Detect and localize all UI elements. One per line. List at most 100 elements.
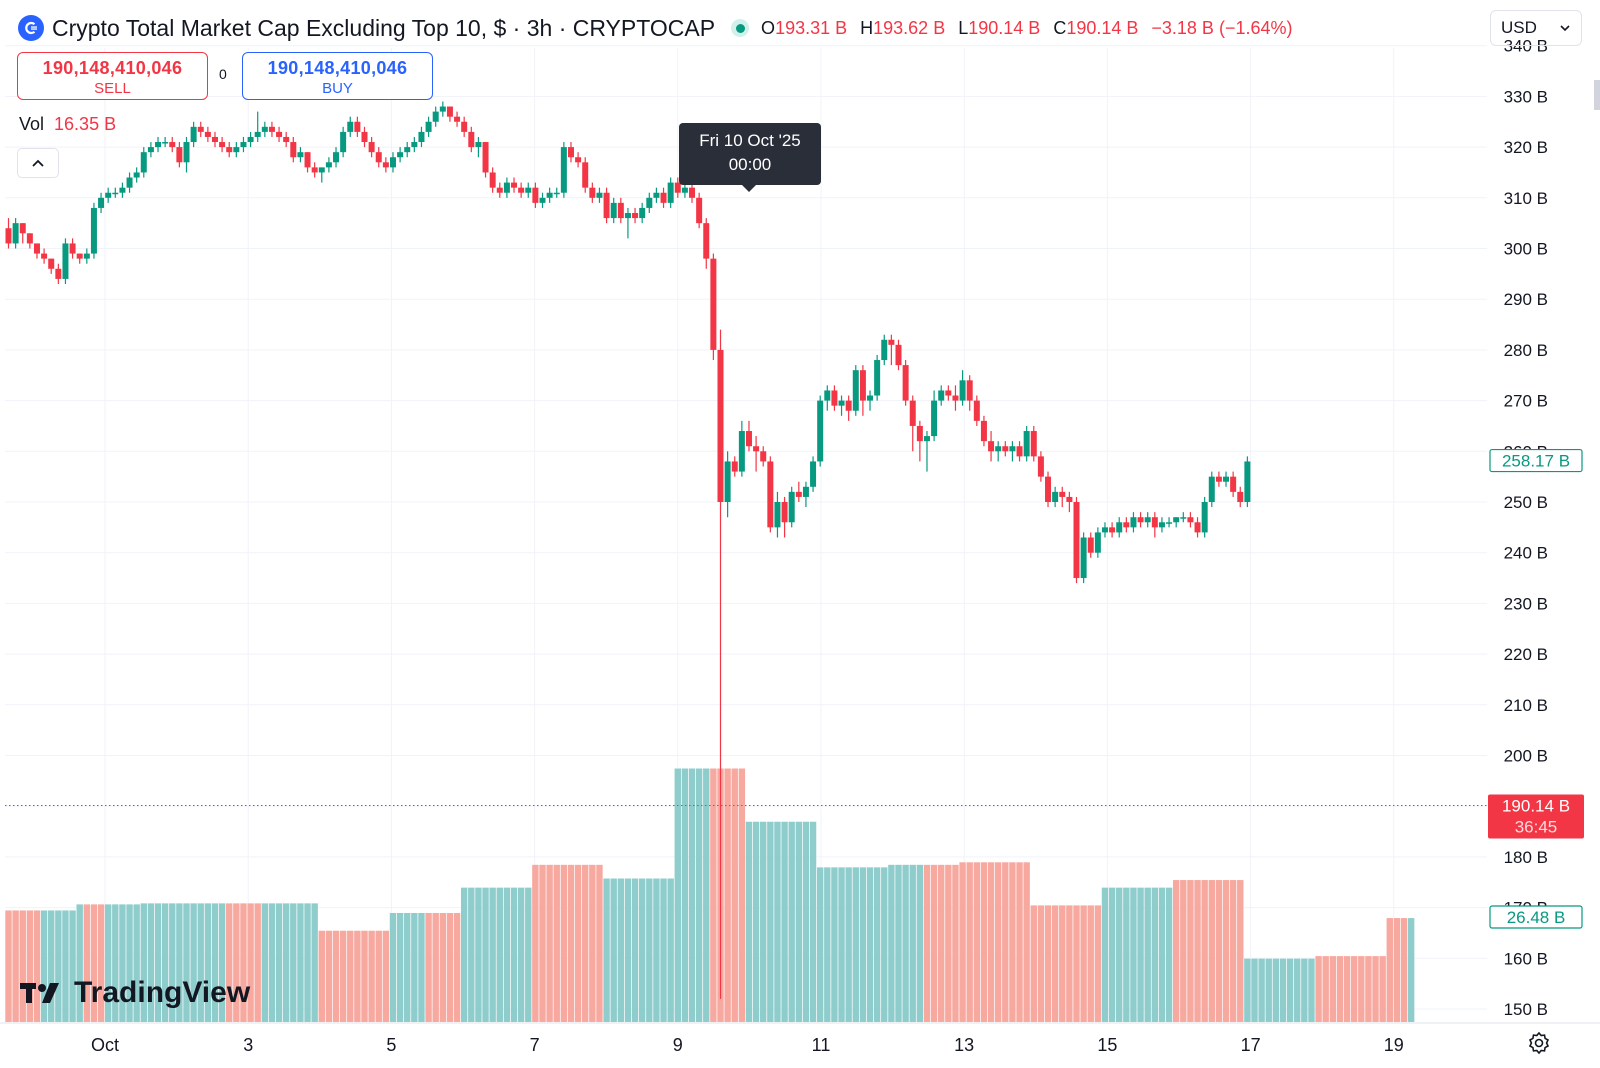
volume-bar (76, 904, 83, 1022)
volume-bar (938, 864, 945, 1022)
volume-bar (1144, 887, 1151, 1022)
candle-body (268, 126, 275, 132)
volume-bar (574, 864, 582, 1022)
volume-value: 16.35 B (54, 114, 117, 134)
tradingview-logo-icon (20, 983, 59, 1003)
volume-bar (980, 862, 988, 1022)
volume-bar (1393, 918, 1401, 1022)
volume-bar (617, 878, 625, 1022)
volume-bar (332, 930, 340, 1022)
volume-bar (831, 867, 838, 1022)
candle-body (190, 126, 197, 143)
candle-body (411, 142, 418, 148)
volume-bar (90, 904, 98, 1022)
collapse-legend-button[interactable] (17, 148, 59, 178)
volume-bar (69, 910, 76, 1022)
price-tick-label: 330 B (1504, 87, 1548, 106)
volume-bar (1123, 887, 1130, 1022)
volume-bar (1208, 880, 1215, 1022)
candle-body (660, 192, 667, 203)
volume-bar (1407, 918, 1415, 1022)
candle-body (176, 147, 183, 163)
volume-bar (240, 903, 247, 1022)
volume-bar (539, 864, 546, 1022)
candle-body (1137, 517, 1144, 523)
currency-select[interactable]: USD (1490, 10, 1582, 46)
candle-body (802, 486, 809, 497)
volume-bar (610, 878, 617, 1022)
volume-bar (1116, 887, 1123, 1022)
candle-body (909, 400, 916, 426)
volume-bar (112, 904, 119, 1022)
candle-body (810, 461, 817, 487)
volume-bar (154, 903, 162, 1022)
volume-legend: Vol 16.35 B (19, 114, 116, 135)
volume-bar (909, 864, 916, 1022)
candle-body (340, 131, 347, 153)
candle-body (354, 121, 361, 132)
candle-body (589, 187, 596, 198)
candle-body (1023, 431, 1030, 457)
candle-body (446, 106, 453, 117)
volume-bar (318, 930, 325, 1022)
volume-bar (802, 821, 810, 1022)
volume-bar (83, 904, 91, 1022)
candle-body (496, 187, 503, 193)
volume-bar (211, 903, 219, 1022)
volume-bar (1151, 887, 1159, 1022)
volume-bar (282, 903, 290, 1022)
volume-bar (1365, 956, 1372, 1022)
candle-body (639, 207, 646, 219)
volume-bar (503, 887, 511, 1022)
price-tick-label: 160 B (1504, 949, 1548, 968)
volume-bar (674, 768, 681, 1022)
volume-bar (567, 864, 575, 1022)
price-tick-label: 310 B (1504, 189, 1548, 208)
volume-bar (254, 903, 261, 1022)
volume-bar (795, 821, 803, 1022)
settings-gear-icon[interactable] (1527, 1031, 1551, 1055)
candle-body (532, 187, 539, 203)
volume-bar (688, 768, 696, 1022)
candle-body (55, 268, 62, 279)
currency-value: USD (1501, 18, 1537, 37)
volume-bar (62, 910, 69, 1022)
volume-series (5, 768, 1415, 1022)
volume-bar (19, 910, 26, 1022)
time-tick-label: 19 (1384, 1035, 1404, 1055)
volume-bar (290, 903, 297, 1022)
volume-bar (695, 768, 703, 1022)
volume-bar (902, 864, 909, 1022)
candle-body (838, 400, 845, 406)
candle-body (1009, 446, 1016, 452)
candle-body (48, 258, 55, 269)
candle-body (916, 425, 923, 442)
tradingview-logo[interactable]: TradingView (20, 976, 250, 1010)
volume-bar (389, 912, 397, 1022)
candle-body (567, 147, 574, 158)
sell-button[interactable]: 190,148,410,046 SELL (17, 52, 208, 100)
candle-body (689, 187, 696, 198)
candle-body (674, 182, 681, 193)
candle-body (297, 152, 304, 158)
volume-bar (966, 862, 973, 1022)
candle-body (147, 147, 154, 153)
volume-bar (275, 903, 283, 1022)
symbol-title[interactable]: Crypto Total Market Cap Excluding Top 10… (52, 14, 716, 41)
candle-body (895, 344, 902, 366)
volume-bar (824, 867, 831, 1022)
candle-body (155, 142, 162, 148)
buy-button[interactable]: 190,148,410,046 BUY (242, 52, 433, 100)
candle-body (62, 243, 69, 279)
candle-body (1180, 517, 1187, 519)
candle-body (112, 192, 119, 195)
volume-bar (1350, 956, 1358, 1022)
volume-bar (432, 912, 439, 1022)
volume-bar (888, 864, 895, 1022)
candle-body (1187, 517, 1194, 523)
candle-body (489, 172, 496, 188)
price-tick-label: 150 B (1504, 1000, 1548, 1019)
candle-body (425, 121, 432, 132)
volume-bar (881, 867, 888, 1022)
